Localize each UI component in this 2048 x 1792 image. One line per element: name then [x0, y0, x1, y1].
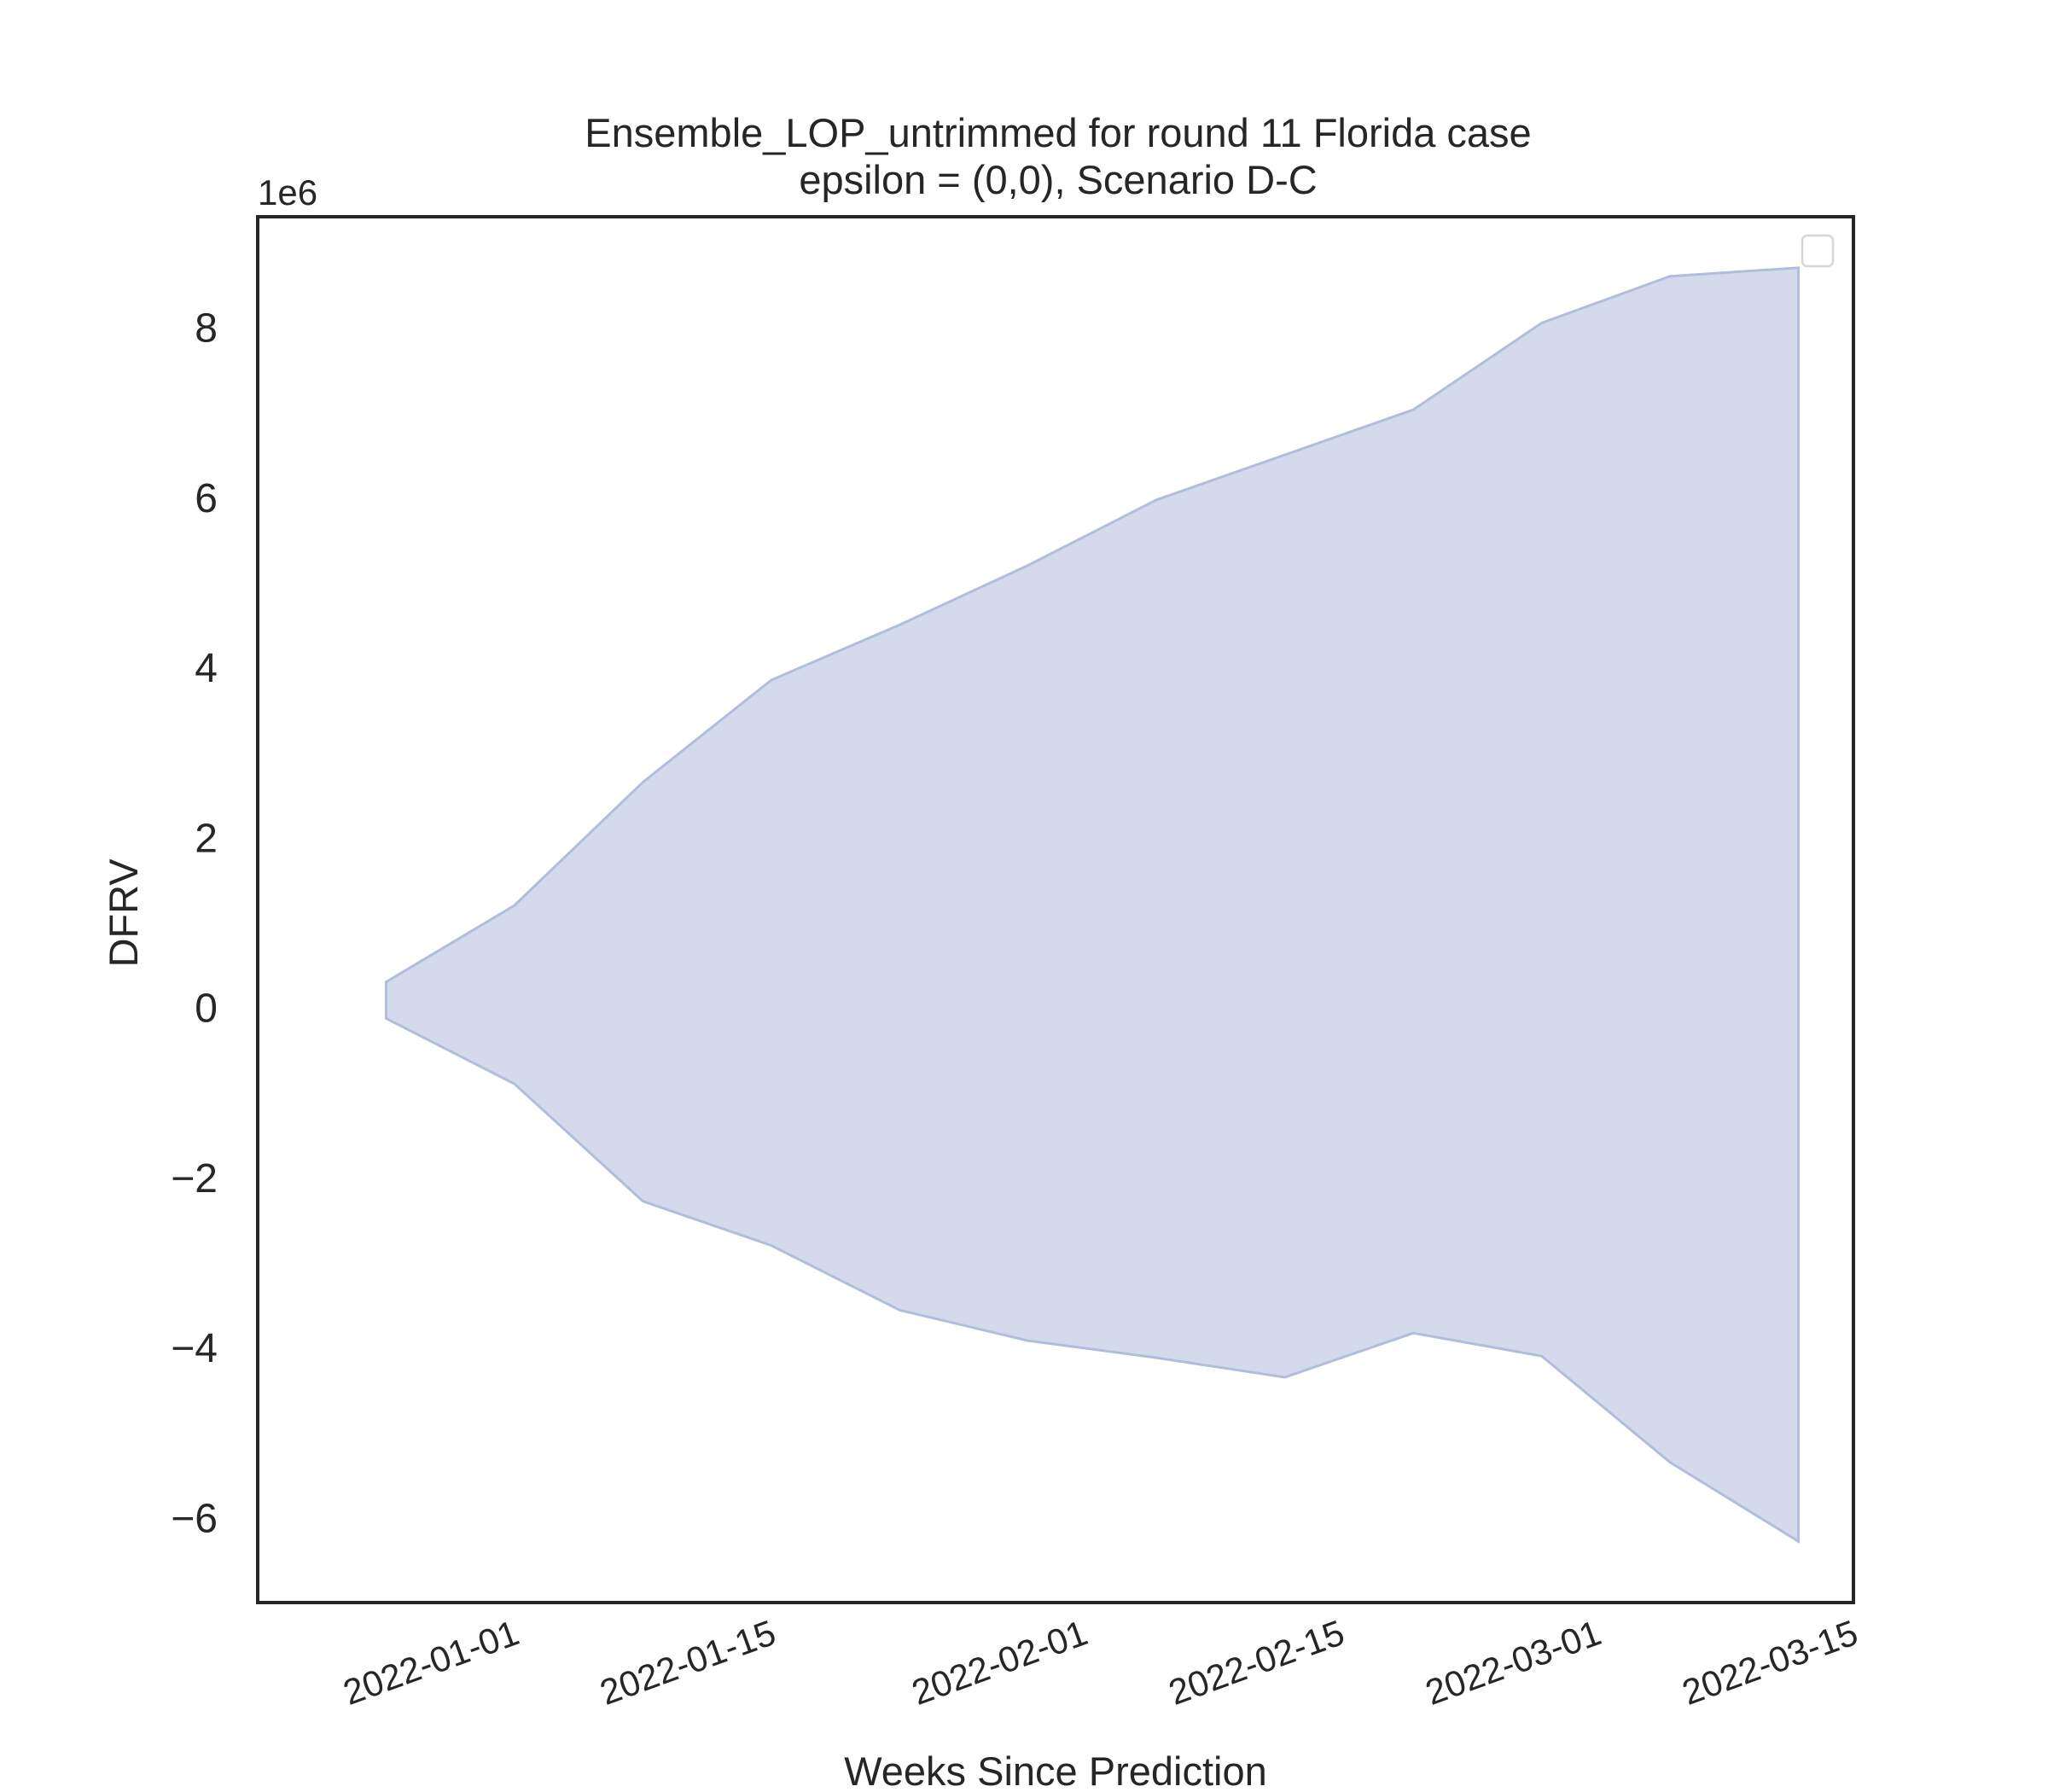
- y-axis-ticks: −6 −4 −2 0 2 4 6 8: [171, 306, 218, 1542]
- plot-frame: [256, 215, 1855, 1604]
- y-axis-offset-label: 1e6: [258, 172, 317, 212]
- y-tick-label: −2: [171, 1156, 218, 1201]
- band-layer: [385, 266, 1800, 1544]
- y-axis-label: DFRV: [101, 858, 146, 968]
- y-tick-label: 4: [195, 646, 218, 691]
- chart-title: Ensemble_LOP_untrimmed for round 11 Flor…: [585, 110, 1531, 155]
- y-tick-label: 2: [195, 816, 218, 861]
- legend-box: [1801, 234, 1835, 268]
- y-tick-label: −4: [171, 1326, 218, 1371]
- y-tick-label: 6: [195, 476, 218, 521]
- uncertainty-band: [385, 266, 1800, 1544]
- y-tick-label: 0: [195, 986, 218, 1032]
- y-tick-label: 8: [195, 306, 218, 352]
- y-tick-label: −6: [171, 1496, 218, 1541]
- x-axis-label: Weeks Since Prediction: [844, 1748, 1266, 1792]
- chart-subtitle: epsilon = (0,0), Scenario D-C: [799, 157, 1317, 202]
